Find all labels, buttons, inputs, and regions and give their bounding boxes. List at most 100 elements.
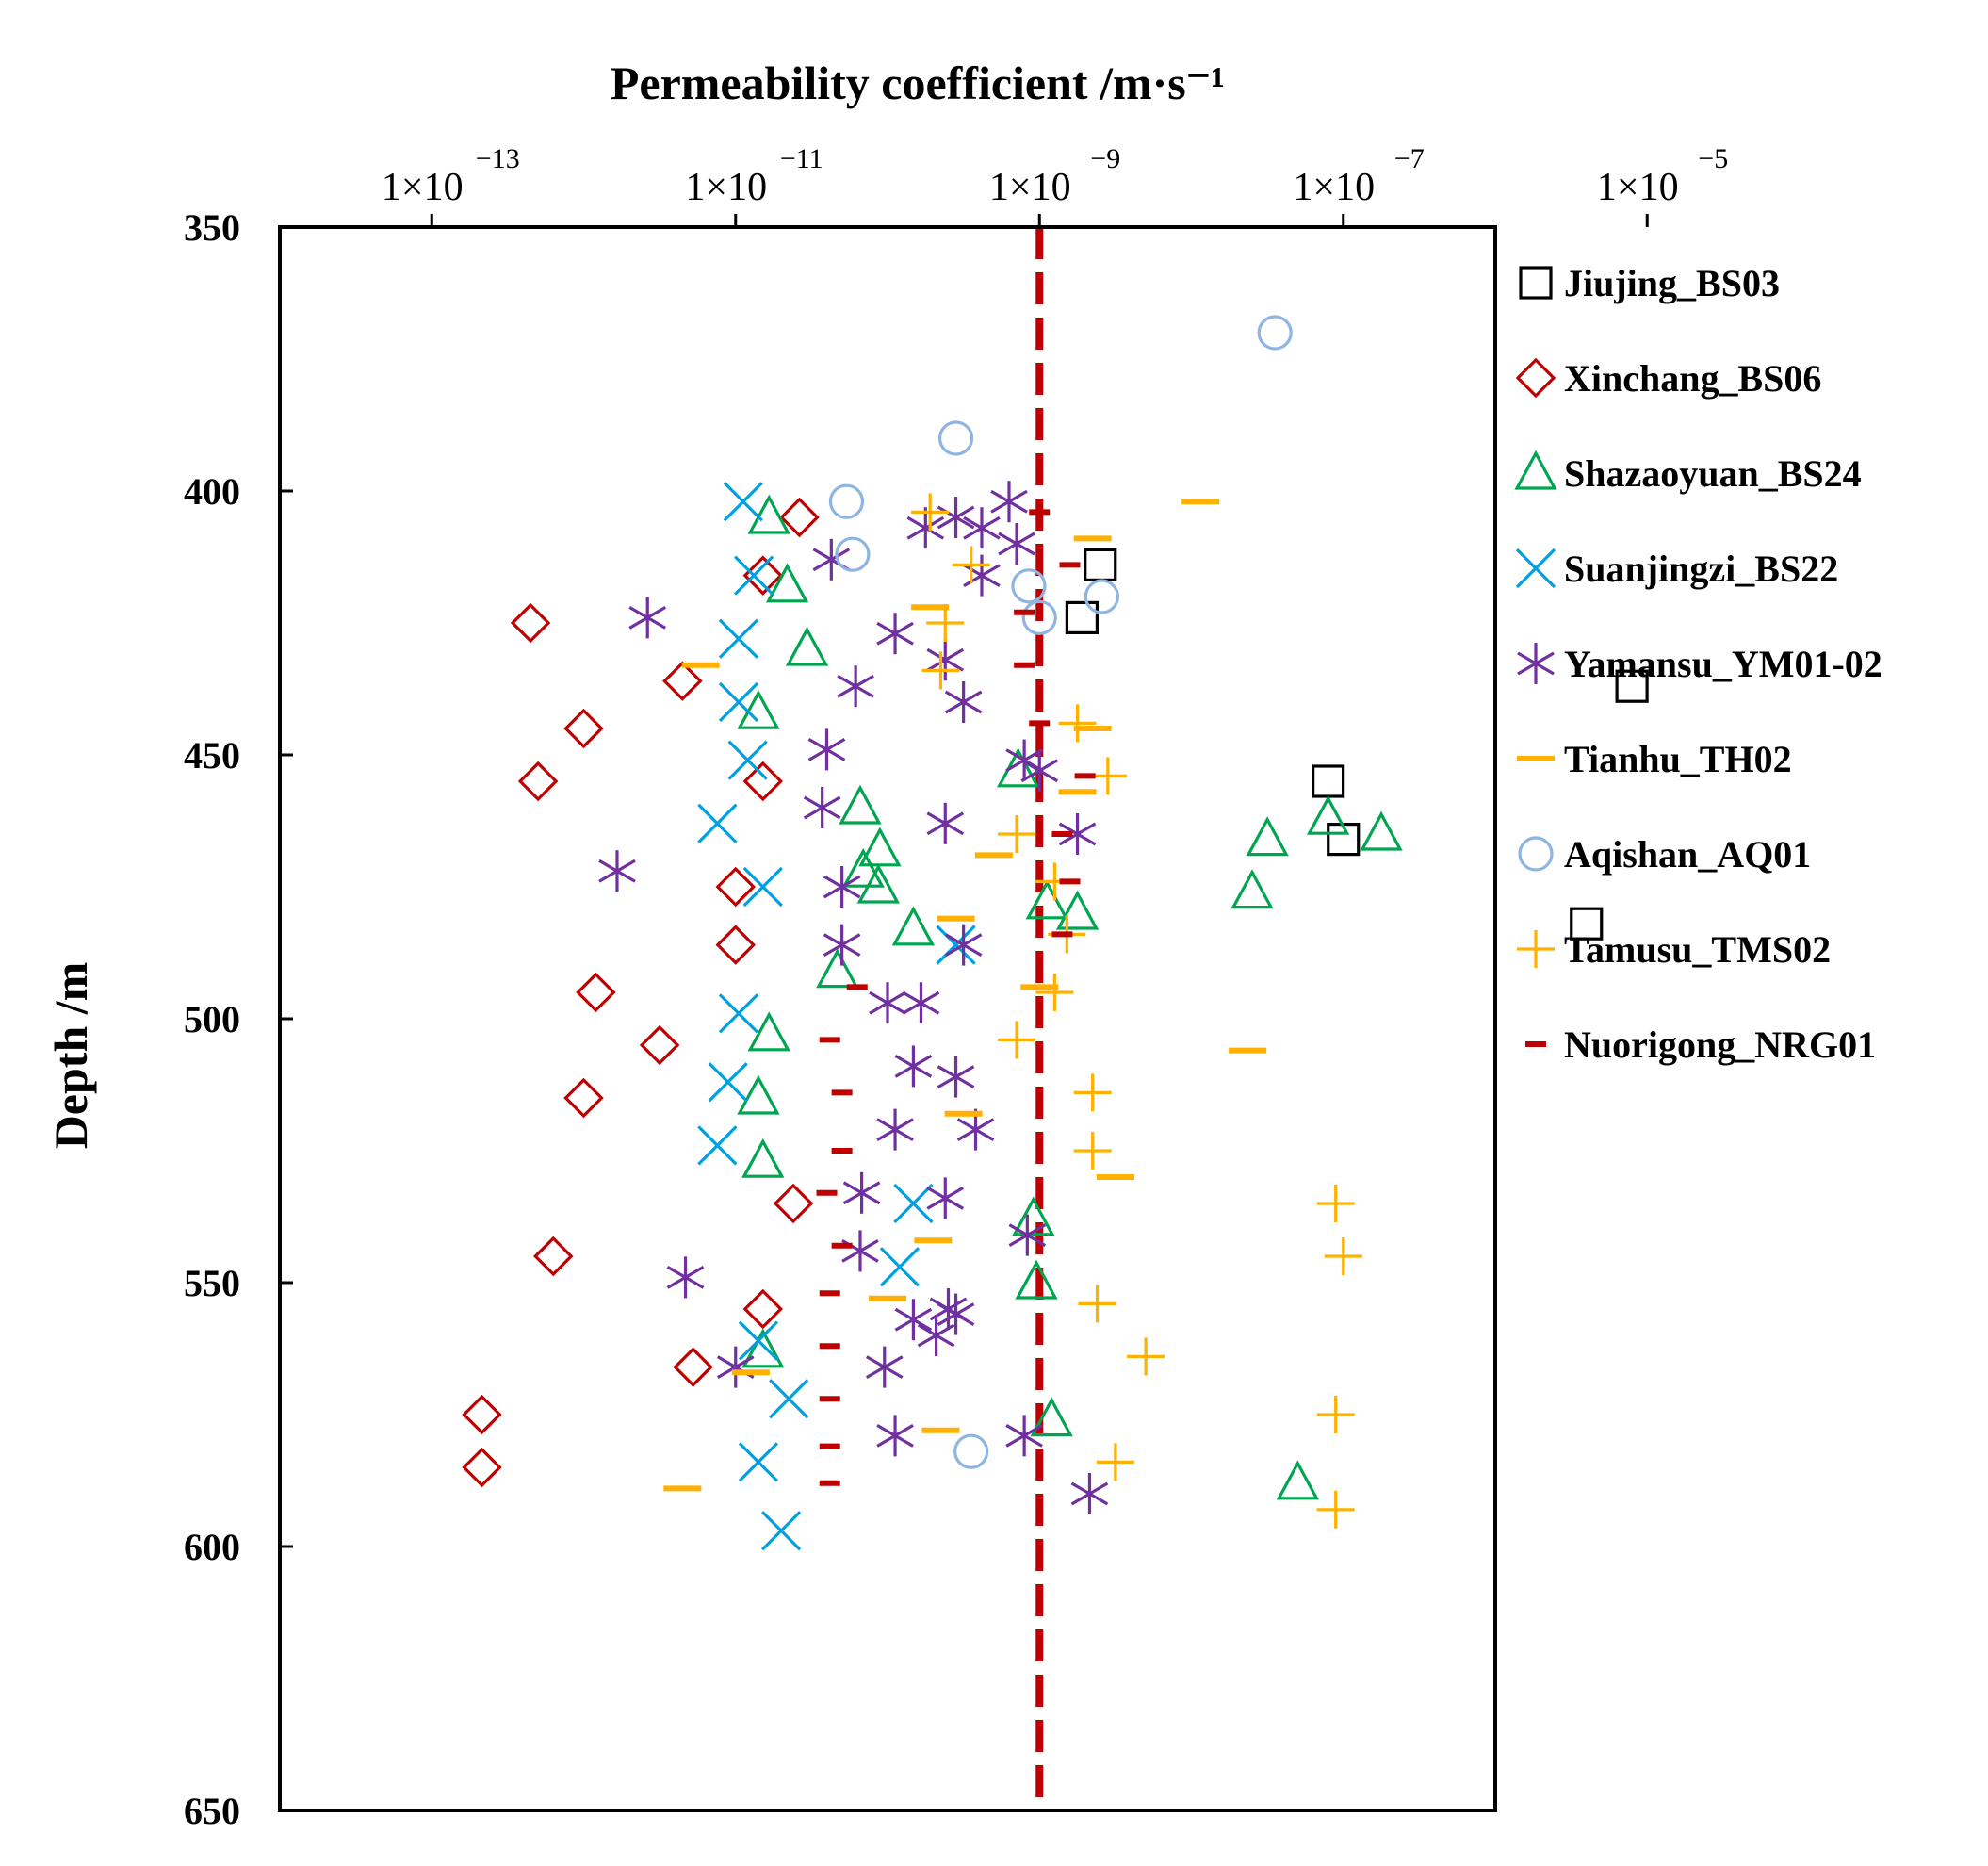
legend-label: Xinchang_BS06 xyxy=(1564,357,1821,400)
data-point xyxy=(876,613,914,655)
data-points xyxy=(462,315,1649,1551)
data-point xyxy=(990,481,1028,523)
data-point xyxy=(462,1394,502,1435)
data-point xyxy=(718,993,759,1034)
data-point xyxy=(917,1315,955,1356)
data-point xyxy=(1011,568,1047,604)
data-point xyxy=(858,827,902,867)
y-tick-label: 350 xyxy=(184,206,240,249)
legend-label: Jiujing_BS03 xyxy=(1564,262,1780,304)
data-point xyxy=(998,523,1035,565)
data-point xyxy=(842,1171,881,1214)
data-point xyxy=(598,850,636,892)
data-point xyxy=(742,1288,784,1330)
data-point xyxy=(876,1415,914,1457)
data-point xyxy=(926,639,965,681)
data-point xyxy=(708,1062,748,1103)
data-point xyxy=(532,1236,574,1277)
data-point xyxy=(563,1077,604,1119)
data-point xyxy=(715,866,757,908)
data-point xyxy=(742,555,784,596)
data-point xyxy=(1316,1396,1355,1433)
data-point xyxy=(1324,1237,1362,1275)
legend-label: Tamusu_TMS02 xyxy=(1564,928,1831,971)
data-point xyxy=(666,1256,705,1299)
data-point xyxy=(1035,974,1074,1011)
data-point xyxy=(921,651,960,690)
data-point xyxy=(998,1021,1036,1059)
y-tick-label: 400 xyxy=(184,470,240,513)
data-point xyxy=(576,972,616,1013)
data-point xyxy=(1070,1473,1109,1514)
data-point xyxy=(893,1183,934,1224)
data-point xyxy=(1058,813,1097,855)
y-tick-label: 550 xyxy=(184,1262,240,1304)
x-tick-label: 1×10 xyxy=(382,166,464,209)
data-point xyxy=(737,1074,780,1115)
data-point xyxy=(1246,816,1289,857)
data-point xyxy=(738,1442,779,1482)
data-point xyxy=(563,708,604,749)
data-point xyxy=(462,1447,502,1488)
data-point xyxy=(894,1045,933,1088)
data-point xyxy=(1005,1415,1043,1457)
legend-label: Yamansu_YM01-02 xyxy=(1564,643,1882,685)
data-point xyxy=(828,483,865,519)
data-point xyxy=(1015,1259,1058,1300)
data-point xyxy=(835,536,871,572)
data-point xyxy=(673,1347,713,1387)
data-point xyxy=(803,787,841,828)
series-Jiujing_BS03 xyxy=(1065,548,1649,941)
data-point xyxy=(1065,600,1100,635)
data-point xyxy=(911,493,950,532)
data-point xyxy=(662,661,703,701)
data-point xyxy=(718,618,759,659)
data-point xyxy=(1020,749,1059,792)
data-point xyxy=(697,803,738,843)
series-Yamansu_YM01-02 xyxy=(598,481,1109,1514)
legend-marker xyxy=(1517,643,1555,684)
legend-marker xyxy=(1518,836,1554,872)
data-point xyxy=(769,1379,809,1419)
data-point xyxy=(926,1177,965,1219)
data-point xyxy=(807,728,846,771)
data-point xyxy=(760,1511,802,1551)
data-point xyxy=(953,1433,989,1469)
data-point xyxy=(823,924,861,966)
y-tick-group: 350 400 450 500 550 600 650 xyxy=(184,206,293,1832)
data-point xyxy=(816,948,859,989)
data-point xyxy=(741,1328,785,1368)
data-point xyxy=(1615,669,1649,703)
series-Shazaoyuan_BS24 xyxy=(737,494,1403,1500)
x-tick-exponent: −7 xyxy=(1394,143,1425,174)
y-tick-label: 450 xyxy=(184,734,240,777)
data-point xyxy=(963,507,1001,549)
plot-area-frame xyxy=(278,225,1497,1812)
data-point xyxy=(926,802,965,844)
series-Nuorigong_NRG01 xyxy=(816,509,1096,1486)
data-point xyxy=(747,1011,790,1052)
data-point xyxy=(628,597,667,639)
data-point xyxy=(894,1299,933,1341)
data-point xyxy=(1096,1443,1134,1481)
data-point xyxy=(747,494,790,534)
y-tick-label: 650 xyxy=(184,1790,240,1832)
x-tick-label: 1×10 xyxy=(989,166,1071,209)
x-tick-label: 1×10 xyxy=(1597,166,1679,209)
data-point xyxy=(937,420,974,456)
data-point xyxy=(841,847,885,888)
data-point xyxy=(1005,739,1043,781)
data-point xyxy=(926,604,965,642)
data-point xyxy=(510,602,551,644)
data-point xyxy=(944,681,983,723)
legend-marker xyxy=(1519,266,1553,300)
data-point xyxy=(1127,1337,1165,1376)
data-point xyxy=(937,497,975,538)
data-point xyxy=(823,866,861,908)
data-point xyxy=(718,681,759,723)
data-point xyxy=(727,740,768,780)
data-point xyxy=(1360,810,1403,851)
series-Xinchang_BS06 xyxy=(462,497,820,1488)
data-point xyxy=(1276,1460,1320,1500)
data-point xyxy=(1316,1490,1355,1529)
